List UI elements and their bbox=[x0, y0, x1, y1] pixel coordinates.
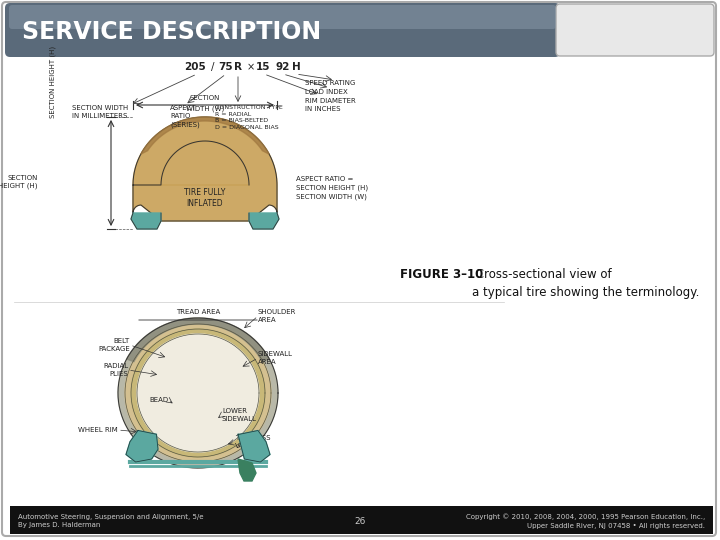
Polygon shape bbox=[118, 318, 278, 468]
Text: SIDEWALL
AREA: SIDEWALL AREA bbox=[258, 351, 293, 365]
Text: RADIAL
PLIES: RADIAL PLIES bbox=[103, 363, 128, 377]
Text: SERVICE DESCRIPTION: SERVICE DESCRIPTION bbox=[22, 20, 321, 44]
Text: /: / bbox=[211, 62, 215, 72]
Text: ASPECT RATIO =
SECTION HEIGHT (H)
SECTION WIDTH (W): ASPECT RATIO = SECTION HEIGHT (H) SECTIO… bbox=[296, 176, 368, 200]
Text: ×: × bbox=[247, 62, 255, 72]
Polygon shape bbox=[133, 117, 277, 221]
Text: BEAD: BEAD bbox=[149, 397, 168, 403]
Text: LOWER
SIDEWALL: LOWER SIDEWALL bbox=[222, 408, 257, 422]
Polygon shape bbox=[131, 213, 161, 229]
Text: FIGURE 3–10: FIGURE 3–10 bbox=[400, 268, 483, 281]
Polygon shape bbox=[238, 430, 270, 462]
Text: TUBELESS
VALVE: TUBELESS VALVE bbox=[235, 435, 271, 449]
Polygon shape bbox=[126, 430, 158, 462]
FancyBboxPatch shape bbox=[2, 2, 716, 536]
Text: R: R bbox=[234, 62, 242, 72]
FancyBboxPatch shape bbox=[9, 5, 556, 29]
Polygon shape bbox=[238, 459, 256, 481]
Polygon shape bbox=[131, 329, 265, 457]
Text: TREAD AREA: TREAD AREA bbox=[176, 309, 220, 315]
Text: 205: 205 bbox=[184, 62, 206, 72]
Polygon shape bbox=[249, 213, 279, 229]
Text: SPEED RATING: SPEED RATING bbox=[305, 80, 356, 86]
Text: SECTION
HEIGHT (H): SECTION HEIGHT (H) bbox=[0, 175, 38, 189]
Text: LOAD INDEX: LOAD INDEX bbox=[305, 89, 348, 95]
Text: RIM DIAMETER
IN INCHES: RIM DIAMETER IN INCHES bbox=[305, 98, 356, 112]
Text: SHOULDER
AREA: SHOULDER AREA bbox=[258, 309, 297, 323]
Text: H: H bbox=[292, 62, 300, 72]
Polygon shape bbox=[141, 117, 269, 154]
Polygon shape bbox=[127, 318, 269, 362]
Text: 75: 75 bbox=[219, 62, 233, 72]
Polygon shape bbox=[125, 324, 271, 462]
Text: ASPECT
RATIO
(SERIES): ASPECT RATIO (SERIES) bbox=[170, 105, 199, 127]
Text: 92: 92 bbox=[276, 62, 290, 72]
Text: WIDTH (W): WIDTH (W) bbox=[186, 106, 224, 112]
Bar bbox=[10, 506, 713, 534]
Polygon shape bbox=[137, 334, 259, 452]
Text: BELT
PACKAGE: BELT PACKAGE bbox=[98, 338, 130, 352]
Text: Automotive Steering, Suspension and Alignment, 5/e
By James D. Halderman: Automotive Steering, Suspension and Alig… bbox=[18, 514, 204, 528]
Text: SECTION HEIGHT (H): SECTION HEIGHT (H) bbox=[50, 46, 56, 118]
FancyBboxPatch shape bbox=[5, 3, 560, 57]
Text: SECTION: SECTION bbox=[190, 95, 220, 101]
Text: WHEEL RIM: WHEEL RIM bbox=[78, 427, 118, 433]
Text: 26: 26 bbox=[354, 516, 366, 525]
Text: TIRE FULLY
INFLATED: TIRE FULLY INFLATED bbox=[184, 187, 225, 208]
FancyBboxPatch shape bbox=[556, 4, 714, 56]
Text: SECTION WIDTH
IN MILLIMETERS: SECTION WIDTH IN MILLIMETERS bbox=[72, 105, 128, 119]
Text: Cross-sectional view of
a typical tire showing the terminology.: Cross-sectional view of a typical tire s… bbox=[472, 268, 699, 299]
Text: Copyright © 2010, 2008, 2004, 2000, 1995 Pearson Education, Inc.,
Upper Saddle R: Copyright © 2010, 2008, 2004, 2000, 1995… bbox=[466, 514, 705, 529]
Text: CONSTRUCTION TYPE
R = RADIAL
B = BIAS-BELTED
D = DIAGONAL BIAS: CONSTRUCTION TYPE R = RADIAL B = BIAS-BE… bbox=[215, 105, 283, 130]
Text: 15: 15 bbox=[256, 62, 270, 72]
